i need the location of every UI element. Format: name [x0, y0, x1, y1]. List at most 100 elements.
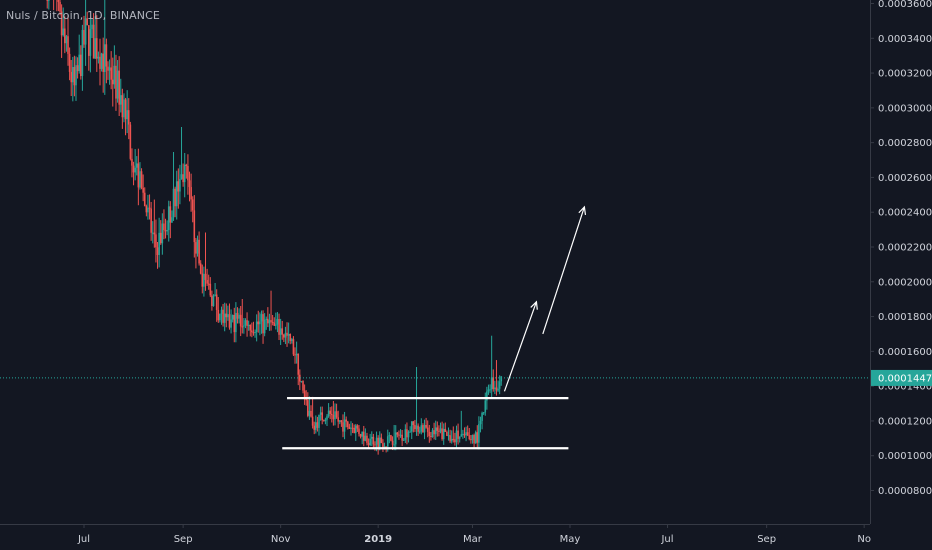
candle: [80, 45, 82, 80]
candle: [172, 152, 175, 221]
candle: [356, 424, 359, 432]
candle: [252, 321, 255, 336]
candle: [423, 419, 426, 440]
candle: [78, 34, 81, 74]
candle: [323, 419, 325, 422]
candle: [458, 436, 461, 443]
candle: [137, 148, 140, 206]
candle: [307, 392, 309, 418]
candle: [283, 333, 285, 343]
candle: [417, 423, 419, 436]
candle: [223, 302, 226, 332]
candle: [321, 406, 324, 425]
candle: [140, 168, 143, 190]
trend-arrow[interactable]: [542, 205, 587, 335]
trend-arrow[interactable]: [503, 300, 538, 392]
candle: [442, 423, 445, 445]
candle: [276, 312, 279, 333]
candle: [330, 406, 333, 423]
candle: [217, 297, 220, 323]
candle: [147, 194, 149, 220]
candle: [275, 312, 277, 330]
candle: [99, 38, 101, 86]
candle: [460, 410, 463, 437]
candle: [362, 425, 365, 447]
candle: [222, 303, 224, 327]
candle: [455, 425, 458, 448]
x-tick-label: Nov: [271, 534, 291, 545]
candle: [214, 283, 216, 297]
candle: [284, 326, 287, 345]
candle: [492, 369, 495, 392]
candle: [65, 34, 68, 52]
candle: [316, 416, 319, 432]
trend-drawings[interactable]: [282, 205, 587, 450]
candle: [326, 414, 328, 426]
candle: [476, 425, 479, 450]
candle: [134, 149, 136, 181]
candle: [64, 16, 66, 54]
candle: [115, 54, 117, 111]
candle: [396, 431, 399, 438]
candle: [297, 353, 300, 386]
candle: [81, 24, 84, 91]
candle: [263, 313, 266, 337]
candle: [450, 430, 453, 444]
candle: [244, 318, 247, 329]
candle: [332, 401, 335, 426]
candle: [91, 19, 93, 39]
candle: [107, 61, 109, 80]
candle: [436, 421, 439, 437]
candle: [452, 426, 455, 443]
candle: [342, 414, 344, 438]
candle: [46, 0, 49, 9]
candle: [241, 299, 244, 334]
candle: [438, 425, 440, 437]
candle: [434, 420, 437, 441]
candle: [329, 407, 331, 420]
x-tick-label: Sep: [174, 534, 193, 545]
candle: [409, 426, 411, 433]
candle: [495, 360, 498, 396]
candle: [87, 25, 90, 71]
candle: [239, 306, 242, 337]
candle: [158, 217, 160, 268]
candle: [267, 307, 269, 328]
last-price-label: 0.00014472: [878, 373, 932, 384]
candle: [428, 424, 431, 443]
candle: [102, 37, 104, 93]
x-axis[interactable]: Jul Sep Nov 2019 Mar May Jul Sep No: [0, 524, 932, 550]
candle: [393, 424, 395, 451]
candle: [171, 210, 173, 223]
candle: [259, 312, 261, 336]
x-tick-label: Jul: [77, 534, 90, 545]
candle: [67, 14, 69, 66]
x-tick-label: No: [857, 534, 871, 545]
candle: [337, 410, 339, 428]
candle: [446, 430, 448, 437]
candle: [372, 433, 375, 448]
candle: [399, 429, 402, 438]
candle: [155, 219, 157, 263]
candle: [193, 195, 196, 258]
candle: [129, 121, 132, 161]
candle: [148, 194, 151, 220]
candle: [59, 0, 61, 16]
candle: [89, 17, 92, 73]
candle: [92, 13, 95, 59]
candle: [370, 431, 373, 446]
candle: [315, 415, 317, 434]
candle: [444, 422, 447, 432]
candle: [364, 428, 367, 442]
candle: [311, 396, 314, 429]
